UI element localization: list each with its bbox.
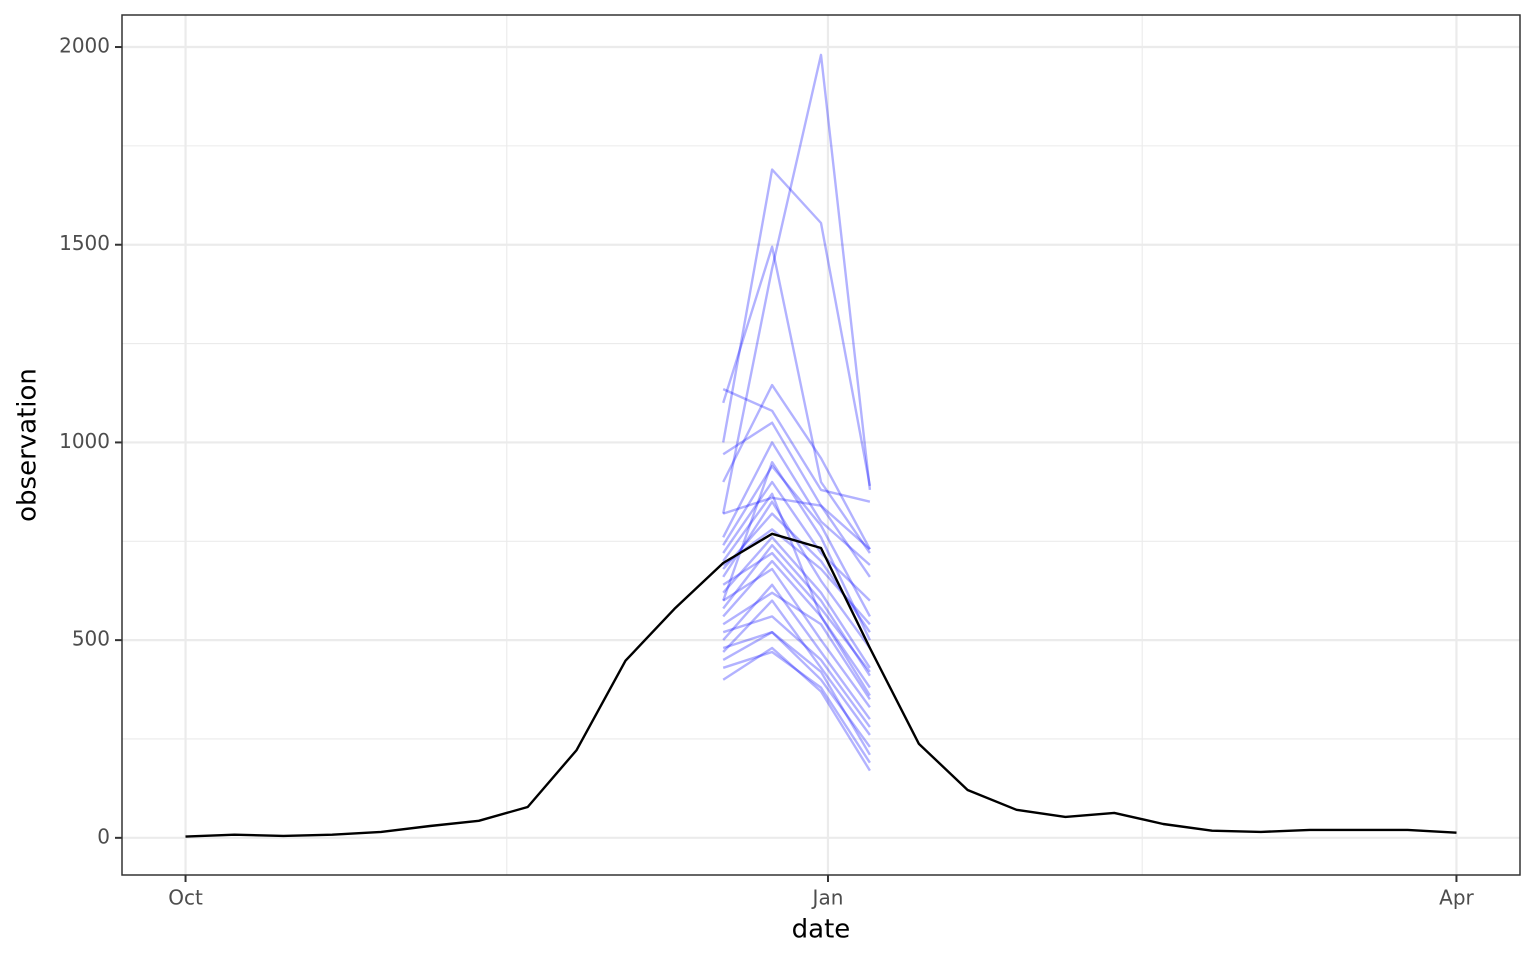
sample-line [722, 559, 871, 689]
sample-line [722, 168, 872, 487]
sample-line [722, 465, 871, 617]
axes: 0 500 1000 1500 2000 Oct Jan Apr [59, 34, 1474, 910]
sample-line [722, 599, 871, 736]
sample-line [722, 544, 871, 677]
sample-line [722, 492, 871, 697]
y-tick-label: 500 [72, 627, 110, 651]
y-tick-label: 1000 [59, 429, 110, 453]
plot-area [185, 53, 1457, 838]
observed-line [185, 532, 1457, 838]
x-axis-title: date [792, 915, 851, 945]
sample-line [722, 383, 871, 550]
y-tick-label: 0 [97, 824, 110, 848]
x-tick-label: Oct [168, 886, 203, 910]
sample-line [722, 650, 871, 764]
x-tick-label: Jan [811, 886, 844, 910]
sample-line [722, 631, 871, 748]
y-tick-label: 2000 [59, 34, 110, 58]
sample-line [722, 496, 871, 551]
panel-border [121, 14, 1521, 876]
grid [122, 15, 1520, 875]
x-tick-label: Apr [1439, 886, 1474, 910]
sample-line [722, 646, 871, 772]
sample-line [722, 567, 871, 709]
sample-line [722, 591, 871, 701]
y-tick-label: 1500 [59, 231, 110, 255]
sample-line [722, 441, 871, 566]
sample-line [722, 53, 872, 514]
sample-line [722, 388, 871, 503]
sample-line [722, 536, 871, 669]
y-axis-title: observation [13, 368, 43, 522]
sample-line [722, 615, 871, 728]
sample-line [722, 551, 871, 673]
sample-line [722, 421, 871, 578]
sample-line [722, 631, 871, 756]
sample-line [722, 583, 871, 720]
sample-line [722, 480, 871, 602]
sample-line [722, 461, 871, 641]
sample-line [722, 245, 871, 554]
